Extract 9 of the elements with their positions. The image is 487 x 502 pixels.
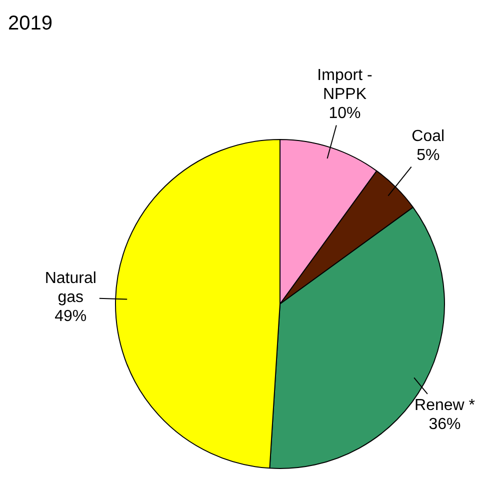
data-label: 49% (54, 308, 87, 325)
slice-label: Natural gas (44, 270, 96, 306)
chart-title: 2019 (8, 12, 52, 35)
data-label: 36% (428, 416, 461, 433)
slice-label: Coal (412, 128, 445, 145)
data-label: 10% (328, 105, 361, 122)
data-label: 5% (416, 146, 440, 164)
slice-label: Import - NPPK (317, 67, 372, 104)
slice-label: Renew * (414, 396, 476, 414)
